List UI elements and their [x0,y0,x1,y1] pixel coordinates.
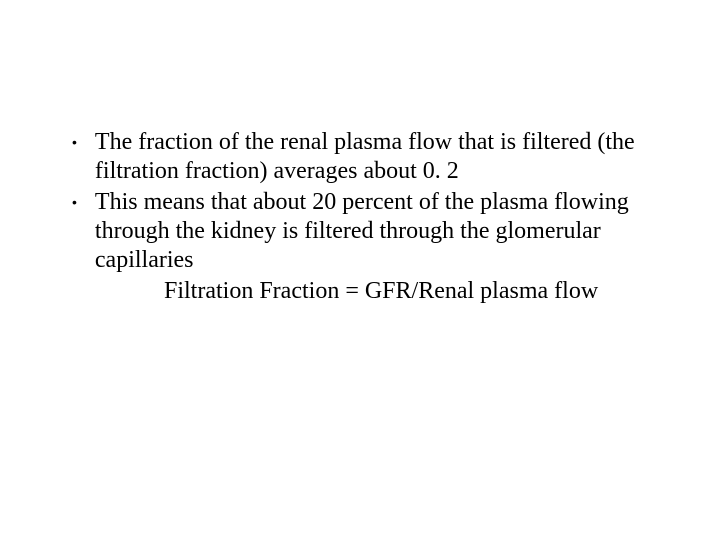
formula-text: Filtration Fraction = GFR/Renal plasma f… [72,277,658,306]
slide-content: • The fraction of the renal plasma flow … [72,128,658,306]
bullet-text: The fraction of the renal plasma flow th… [95,128,658,186]
bullet-item: • This means that about 20 percent of th… [72,188,658,275]
bullet-text: This means that about 20 percent of the … [95,188,658,275]
bullet-marker-icon: • [72,128,77,157]
bullet-marker-icon: • [72,188,77,217]
bullet-item: • The fraction of the renal plasma flow … [72,128,658,186]
